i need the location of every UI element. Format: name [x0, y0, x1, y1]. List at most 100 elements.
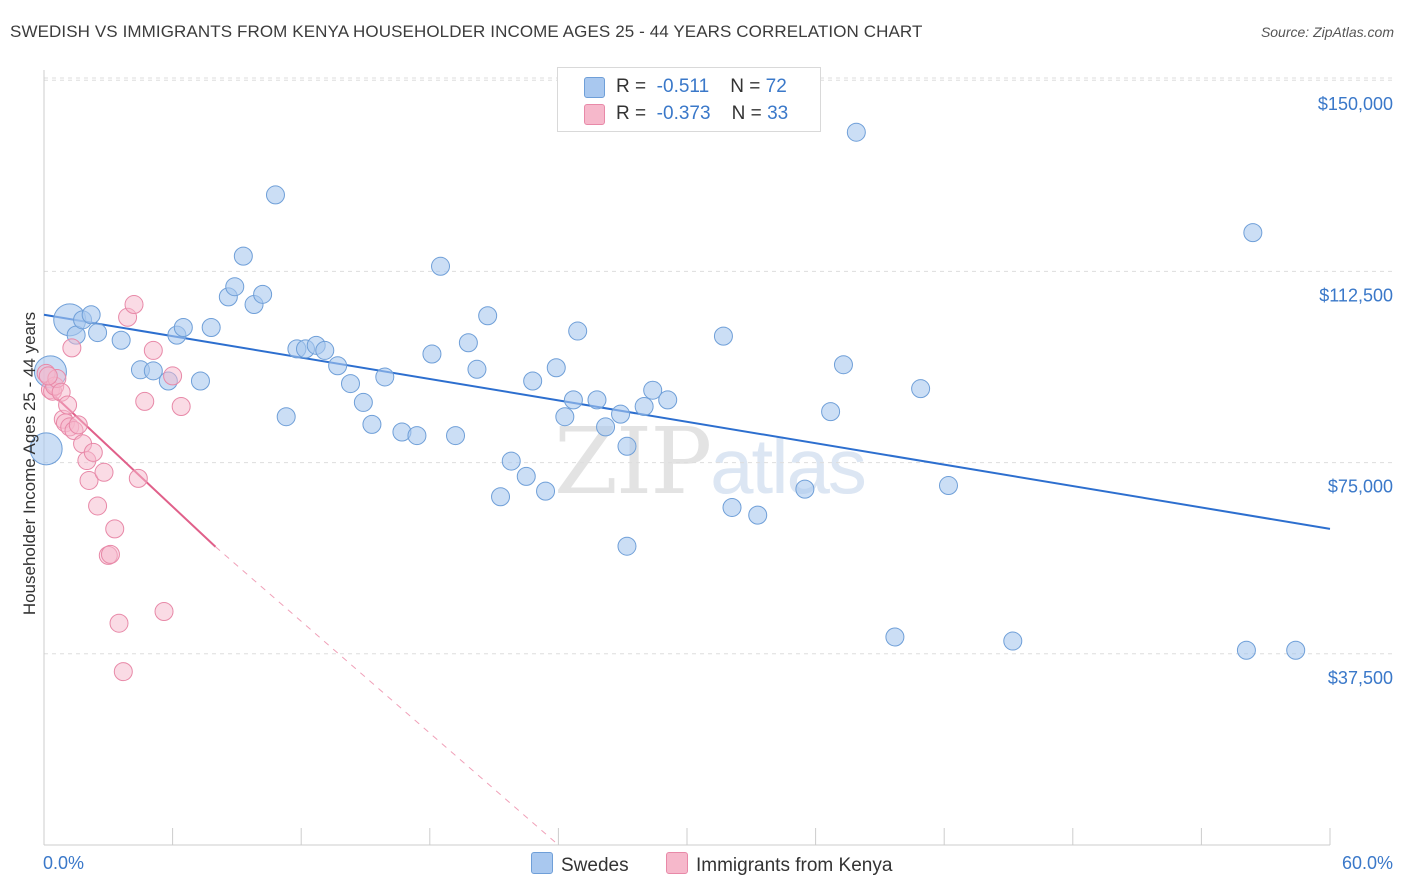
swedes-point	[111, 330, 131, 350]
legend-n-label: N =	[730, 76, 761, 97]
kenya-point	[88, 496, 108, 516]
y-tick-label: $150,000	[1318, 94, 1393, 114]
swedes-point	[795, 479, 815, 499]
y-tick-label: $112,500	[1319, 285, 1393, 305]
kenya-point	[83, 442, 103, 462]
swedes-point	[885, 627, 905, 647]
kenya-trend-extension	[215, 546, 559, 846]
axis-labels: $37,500 $75,000 $112,500 $150,000 0.0% 60.0% H…	[20, 94, 1393, 873]
swedes-point	[911, 379, 931, 399]
watermark-zip: ZIP	[554, 408, 712, 515]
swedes-point	[276, 407, 296, 427]
swedes-swatch	[584, 77, 605, 98]
kenya-point	[62, 338, 82, 358]
swedes-point	[1236, 640, 1256, 660]
swedes-point	[568, 321, 588, 341]
swedes-point	[201, 317, 221, 337]
kenya-point	[58, 395, 78, 415]
bottom-legend-swedes: Swedes	[531, 852, 629, 877]
swedes-point	[253, 284, 273, 304]
swedes-point	[563, 390, 583, 410]
kenya-n-value: 33	[767, 103, 789, 124]
y-tick-label: $75,000	[1328, 477, 1393, 497]
y-tick-label: $37,500	[1328, 668, 1393, 688]
bottom-legend-kenya: Immigrants from Kenya	[666, 852, 892, 877]
source-credit: Source: ZipAtlas.com	[1260, 24, 1394, 40]
kenya-point	[113, 662, 133, 682]
swedes-point	[611, 404, 631, 424]
swedes-point	[328, 356, 348, 376]
swedes-point	[88, 323, 108, 343]
swedes-point	[536, 481, 556, 501]
swedes-point	[407, 426, 427, 446]
kenya-point	[79, 470, 99, 490]
swedes-point	[233, 246, 253, 266]
swedes-point	[713, 326, 733, 346]
kenya-point	[105, 519, 125, 539]
swedes-point	[458, 333, 478, 353]
swedes-point	[596, 417, 616, 437]
legend-r-label: R =	[616, 76, 647, 97]
gridlines	[44, 77, 1395, 655]
swedes-point	[1003, 631, 1023, 651]
x-tick-label: 0.0%	[43, 853, 84, 873]
watermark-atlas: atlas	[710, 422, 867, 510]
swedes-legend-swatch	[531, 852, 553, 874]
swedes-point	[315, 340, 335, 360]
kenya-legend-swatch	[666, 852, 688, 874]
kenya-r-value: -0.373	[656, 103, 711, 124]
kenya-point	[124, 295, 144, 315]
swedes-point	[467, 359, 487, 379]
swedes-n-value: 72	[765, 76, 787, 97]
swedes-point	[846, 122, 866, 142]
swedes-point	[546, 358, 566, 378]
swedes-point	[491, 487, 511, 507]
kenya-point	[171, 397, 191, 417]
swedes-point	[821, 402, 841, 422]
data-points	[29, 122, 1306, 682]
swedes-point	[143, 361, 163, 381]
swedes-point	[353, 392, 373, 412]
swedes-point	[748, 505, 768, 525]
axes	[43, 70, 1331, 846]
kenya-point	[68, 415, 88, 435]
swedes-point	[422, 344, 442, 364]
legend-n-label: N =	[731, 103, 762, 124]
swedes-point	[29, 432, 63, 466]
swedes-point	[501, 451, 521, 471]
kenya-point	[100, 544, 120, 564]
swedes-point	[1286, 640, 1306, 660]
swedes-point	[617, 536, 637, 556]
swedes-point	[362, 414, 382, 434]
trend-lines	[43, 313, 1331, 846]
swedes-point	[938, 476, 958, 496]
kenya-swatch	[584, 104, 605, 125]
swedes-legend-label: Swedes	[561, 855, 629, 876]
swedes-point	[617, 436, 637, 456]
swedes-point	[340, 374, 360, 394]
swedes-point	[431, 256, 451, 276]
swedes-point	[225, 277, 245, 297]
x-tick-label: 60.0%	[1342, 853, 1393, 873]
swedes-r-value: -0.511	[656, 76, 710, 97]
swedes-point	[190, 371, 210, 391]
kenya-point	[163, 366, 183, 386]
correlation-legend: R = -0.511 N = 72 R = -0.373 N = 33	[557, 67, 821, 132]
kenya-point	[128, 468, 148, 488]
swedes-point	[555, 407, 575, 427]
kenya-point	[109, 613, 129, 633]
kenya-legend-label: Immigrants from Kenya	[696, 855, 893, 876]
swedes-point	[634, 397, 654, 417]
swedes-point	[446, 426, 466, 446]
swedes-point	[516, 466, 536, 486]
swedes-point	[587, 390, 607, 410]
swedes-point	[658, 390, 678, 410]
legend-r-label: R =	[616, 103, 647, 124]
swedes-point	[81, 305, 101, 325]
swedes-point	[722, 497, 742, 517]
chart-title: SWEDISH VS IMMIGRANTS FROM KENYA HOUSEHO…	[10, 22, 923, 41]
kenya-point	[94, 462, 114, 482]
y-axis-label: Householder Income Ages 25 - 44 years	[20, 312, 39, 615]
swedes-point	[1243, 223, 1263, 243]
